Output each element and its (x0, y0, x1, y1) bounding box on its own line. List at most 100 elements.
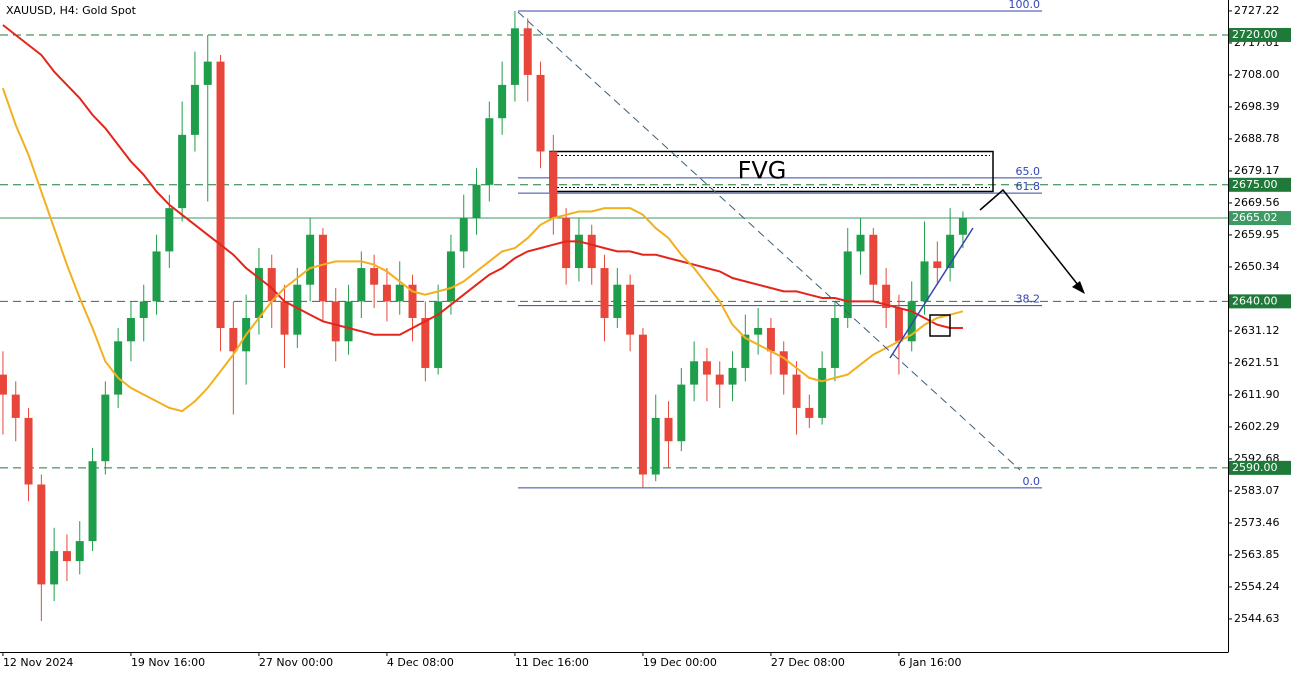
candle-body (574, 234, 583, 269)
level-label: 2675.00 (1232, 178, 1278, 191)
candle-body (651, 417, 660, 475)
moving-average (2, 24, 963, 336)
candle-body (126, 318, 135, 342)
candle-body (715, 374, 724, 385)
y-tick-label: 2573.46 (1234, 516, 1280, 529)
candle-body (62, 551, 71, 562)
level-label: 2720.00 (1232, 28, 1278, 41)
candle-body (664, 417, 673, 442)
fib-label: 65.0 (1016, 165, 1041, 178)
fib-label: 0.0 (1023, 475, 1041, 488)
candle-body (498, 84, 507, 119)
candle-body (600, 268, 609, 319)
fib-label: 100.0 (1009, 0, 1041, 11)
y-tick-label: 2544.63 (1234, 612, 1280, 625)
candle-body (306, 234, 315, 285)
x-tick-label: 4 Dec 08:00 (387, 656, 454, 669)
x-tick-label: 27 Dec 08:00 (771, 656, 845, 669)
candle-body (702, 361, 711, 375)
candle-body (50, 551, 59, 585)
candle-body (370, 268, 379, 285)
candle-body (152, 251, 161, 302)
candle-body (408, 284, 417, 319)
candle-body (613, 284, 622, 319)
y-tick-label: 2727.22 (1234, 4, 1280, 17)
candle-body (741, 334, 750, 368)
level-label-bg (1229, 294, 1291, 309)
candle-body (485, 118, 494, 185)
candle-body (421, 318, 430, 368)
y-tick-label: 2659.95 (1234, 228, 1280, 241)
fvg-label: FVG (738, 156, 787, 184)
x-tick-label: 6 Jan 16:00 (899, 656, 962, 669)
y-tick-label: 2650.34 (1234, 260, 1280, 273)
current-price-label: 2665.02 (1232, 211, 1278, 224)
candle-body (254, 268, 263, 319)
fib-label: 38.2 (1016, 293, 1041, 306)
candle-body (331, 301, 340, 342)
support-line (889, 227, 974, 359)
trend-line (517, 11, 1021, 471)
candle-body (459, 218, 468, 252)
candle-body (818, 367, 827, 418)
candle-body (101, 394, 110, 462)
candle-body (536, 74, 545, 152)
x-tick-label: 12 Nov 2024 (3, 656, 73, 669)
candle-body (203, 61, 212, 85)
candle-body (843, 251, 852, 319)
fib-label: 61.8 (1016, 180, 1041, 193)
level-label-bg (1229, 177, 1291, 192)
candle-body (882, 284, 891, 309)
y-tick-label: 2621.51 (1234, 356, 1280, 369)
candle-body (11, 394, 20, 418)
candle-body (395, 284, 404, 302)
plot: FVG (0, 10, 1228, 622)
candle-body (216, 61, 225, 328)
candle-body (190, 84, 199, 135)
candle-body (510, 28, 519, 85)
candle-body (907, 301, 916, 342)
forecast-arrow (979, 188, 1083, 291)
y-tick-label: 2554.24 (1234, 580, 1280, 593)
current-price-bg (1229, 211, 1291, 226)
candle-body (88, 461, 97, 542)
candle-body (382, 284, 391, 302)
candle-body (357, 268, 366, 302)
candle-body (434, 301, 443, 368)
candle-body (754, 327, 763, 335)
candle-body (677, 384, 686, 442)
candle-body (229, 327, 238, 352)
candle-body (75, 541, 84, 562)
candle-body (0, 374, 7, 395)
y-tick-label: 2583.07 (1234, 484, 1280, 497)
candle-body (958, 218, 967, 235)
candle-body (267, 268, 276, 302)
chart-title: XAUUSD, H4: Gold Spot (6, 4, 137, 17)
candle-body (446, 251, 455, 302)
candle-body (728, 367, 737, 385)
y-tick-label: 2631.12 (1234, 324, 1280, 337)
candle-body (344, 301, 353, 342)
level-label-bg (1229, 460, 1291, 475)
candle-body (178, 134, 187, 209)
candle-body (472, 184, 481, 219)
y-tick-label: 2611.90 (1234, 388, 1280, 401)
candle-body (920, 261, 929, 302)
candle-body (114, 341, 123, 395)
y-tick-label: 2698.39 (1234, 100, 1280, 113)
candle-body (869, 234, 878, 285)
cross-marker (929, 314, 951, 337)
candle-body (830, 318, 839, 368)
candle-body (894, 308, 903, 342)
x-tick-label: 19 Dec 00:00 (643, 656, 717, 669)
candle-body (792, 374, 801, 408)
candle-body (779, 351, 788, 375)
candle-body (690, 361, 699, 385)
candle-body (280, 301, 289, 335)
candle-body (562, 218, 571, 269)
y-tick-label: 2708.00 (1234, 68, 1280, 81)
level-label: 2590.00 (1232, 461, 1278, 474)
x-tick-label: 19 Nov 16:00 (131, 656, 205, 669)
candle-body (766, 327, 775, 352)
